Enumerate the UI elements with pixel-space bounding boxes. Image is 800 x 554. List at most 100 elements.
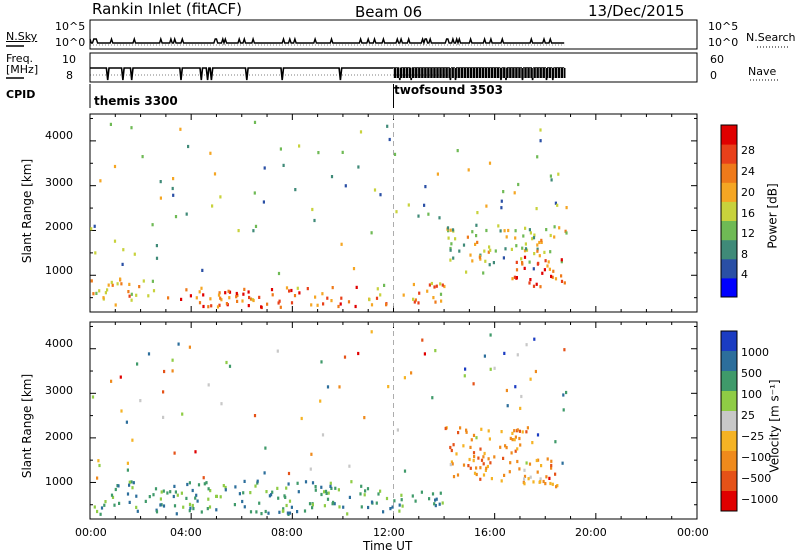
velocity-data-cell [188, 509, 191, 513]
power-data-cell [528, 281, 531, 285]
power-data-cell [513, 275, 516, 279]
velocity-data-cell [258, 501, 261, 505]
power-data-cell [379, 193, 382, 197]
velocity-data-cell [215, 494, 218, 498]
power-data-cell [198, 290, 201, 294]
velocity-data-cell [267, 511, 270, 515]
power-data-cell [446, 226, 450, 230]
velocity-colorbar-segment [721, 491, 737, 512]
power-data-cell [296, 286, 299, 290]
velocity-data-cell [327, 491, 330, 495]
velocity-data-cell [173, 504, 177, 508]
power-colorbar-segment [721, 220, 737, 241]
velocity-data-cell [348, 495, 351, 499]
velocity-data-cell [465, 430, 468, 434]
power-data-cell [155, 244, 158, 248]
velocity-data-cell [423, 352, 426, 356]
power-data-cell [142, 279, 145, 283]
velocity-data-cell [206, 507, 209, 511]
power-data-cell [515, 276, 518, 280]
velocity-data-cell [332, 500, 335, 504]
velocity-data-cell [314, 488, 317, 492]
power-data-cell [254, 224, 258, 228]
velocity-data-cell [284, 495, 287, 499]
power-data-cell [523, 266, 526, 270]
power-data-cell [529, 231, 532, 235]
velocity-data-cell [452, 443, 455, 447]
power-data-cell [285, 286, 289, 290]
power-ytick-1000: 1000 [45, 264, 73, 277]
power-data-cell [185, 288, 188, 292]
power-data-cell [189, 294, 192, 298]
power-data-cell [414, 298, 417, 302]
power-data-cell [469, 253, 472, 257]
velocity-data-cell [523, 474, 527, 478]
power-data-cell [90, 279, 93, 283]
power-data-cell [288, 289, 291, 293]
velocity-data-cell [286, 511, 289, 515]
power-data-cell [452, 256, 455, 260]
velocity-colorbar-segment [721, 331, 737, 352]
velocity-data-cell [444, 426, 447, 431]
velocity-data-cell [330, 486, 333, 490]
velocity-data-cell [254, 484, 257, 488]
power-data-cell [209, 151, 212, 155]
velocity-data-cell [489, 461, 492, 465]
velocity-data-cell [308, 502, 312, 506]
power-data-cell [321, 292, 324, 296]
velocity-data-cell [401, 504, 404, 508]
velocity-data-cell [472, 433, 476, 437]
power-data-cell [478, 255, 481, 259]
velocity-data-cell [253, 414, 257, 418]
velocity-data-cell [120, 409, 123, 413]
power-data-cell [114, 303, 117, 307]
velocity-data-cell [200, 510, 203, 514]
velocity-data-cell [132, 481, 135, 485]
vel-ytick-2000: 2000 [45, 430, 73, 443]
velocity-data-cell [516, 459, 519, 464]
power-data-cell [517, 182, 520, 187]
nave-label: Nave [748, 65, 777, 78]
power-data-cell [467, 168, 470, 172]
velocity-data-cell [518, 429, 521, 433]
velocity-data-cell [314, 485, 317, 489]
power-data-cell [290, 288, 293, 293]
power-data-cell [412, 282, 415, 287]
velocity-data-cell [171, 358, 174, 362]
velocity-data-cell [360, 505, 363, 509]
velocity-data-cell [403, 469, 407, 473]
xtick-2400: 00:00 [677, 526, 709, 539]
power-data-cell [306, 287, 309, 291]
power-data-cell [138, 285, 141, 289]
velocity-data-cell [176, 493, 179, 497]
power-data-cell [449, 258, 452, 262]
power-data-cell [488, 245, 491, 249]
power-data-cell [218, 303, 221, 307]
power-data-cell [500, 206, 503, 210]
velocity-data-cell [311, 481, 315, 485]
vel-cbar-tick-25: 25 [741, 409, 755, 422]
power-data-cell [549, 233, 552, 238]
power-data-cell [130, 298, 133, 302]
power-data-cell [456, 149, 459, 153]
velocity-data-cell [450, 460, 453, 464]
power-data-cell [553, 235, 556, 239]
power-data-cell [435, 284, 438, 288]
power-data-cell [541, 271, 544, 275]
velocity-data-cell [410, 371, 413, 375]
power-data-cell [488, 263, 491, 267]
power-data-cell [458, 249, 461, 253]
velocity-data-cell [505, 388, 508, 393]
power-data-cell [227, 289, 230, 293]
power-data-cell [515, 260, 518, 264]
velocity-data-cell [411, 494, 414, 498]
velocity-data-cell [438, 502, 441, 506]
velocity-data-cell [379, 489, 382, 493]
vel-ytick-1000: 1000 [45, 475, 73, 488]
velocity-data-cell [509, 461, 512, 465]
velocity-data-cell [518, 436, 521, 441]
power-data-cell [247, 304, 250, 308]
velocity-data-cell [377, 492, 380, 496]
velocity-data-cell [486, 464, 489, 469]
power-colorbar-segment [721, 258, 737, 279]
